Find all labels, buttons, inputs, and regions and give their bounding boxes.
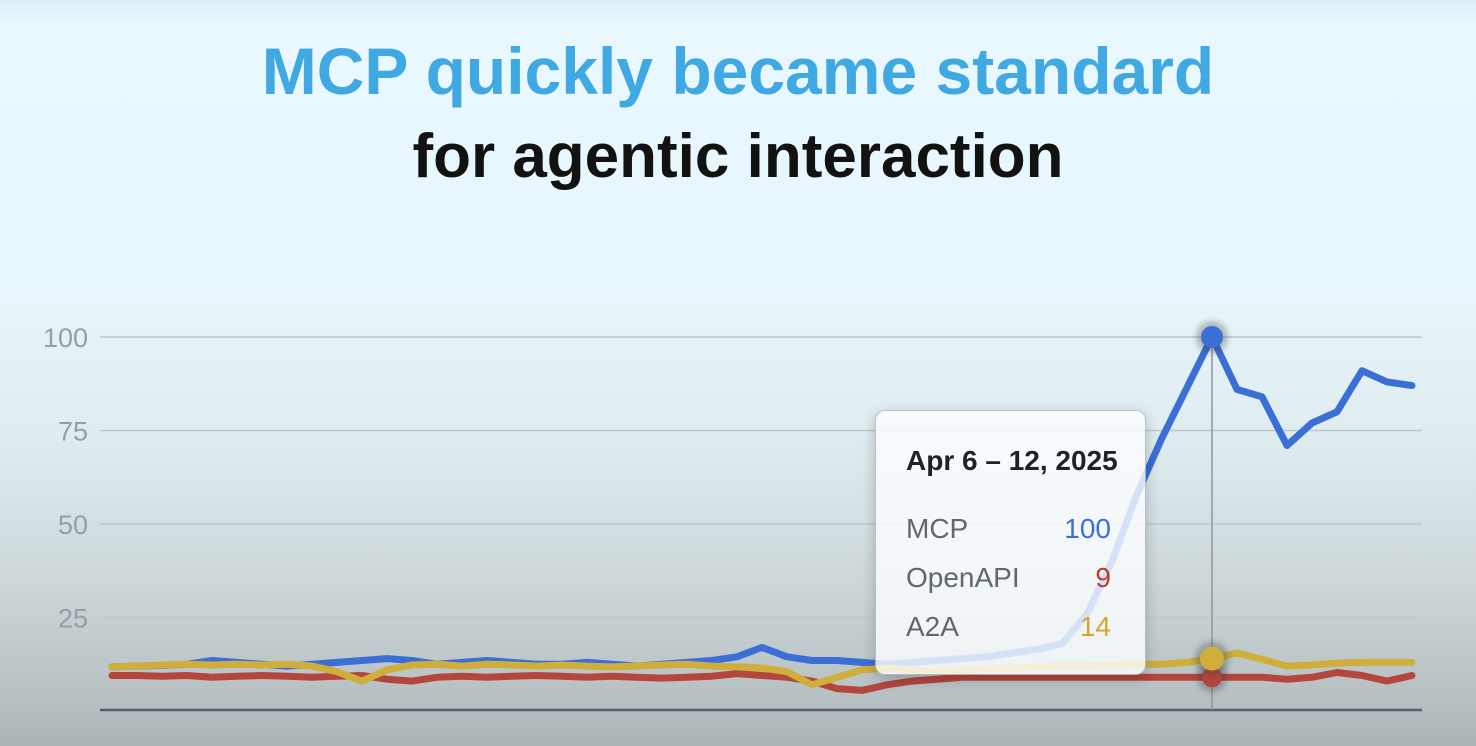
mcp-line[interactable] [108, 333, 1416, 671]
mcp-marker-dot[interactable] [1201, 326, 1223, 348]
slide-title: MCP quickly became standard for agentic … [0, 38, 1476, 188]
tooltip-value-a2a: 14 [1079, 611, 1111, 642]
y-axis-label-100: 100 [43, 323, 88, 353]
tooltip-row-openapi: OpenAPI 9 [906, 562, 1111, 593]
series-lines[interactable] [108, 333, 1416, 694]
y-axis-label-75: 75 [58, 417, 88, 447]
tooltip-row-mcp: MCP 100 [906, 513, 1111, 544]
y-axis-labels: 100 75 50 25 [43, 323, 88, 634]
tooltip-label-mcp: MCP [906, 513, 969, 544]
tooltip-row-a2a: A2A 14 [906, 611, 1111, 642]
trends-tooltip: Apr 6 – 12, 2025 MCP 100 OpenAPI 9 A2A 1… [875, 410, 1146, 675]
tooltip-date: Apr 6 – 12, 2025 [906, 445, 1118, 476]
openapi-line[interactable] [108, 669, 1416, 694]
y-axis-label-50: 50 [58, 510, 88, 540]
tooltip-value-openapi: 9 [1095, 562, 1111, 593]
tooltip-value-mcp: 100 [1064, 513, 1111, 544]
gridlines [100, 336, 1422, 619]
tooltip-label-openapi: OpenAPI [906, 562, 1020, 593]
a2a-marker-dot[interactable] [1200, 646, 1224, 671]
tooltip-label-a2a: A2A [906, 611, 959, 642]
title-line-1: MCP quickly became standard [261, 34, 1215, 108]
y-axis-label-25: 25 [58, 604, 88, 634]
title-line-2: for agentic interaction [412, 122, 1064, 191]
highlight-markers[interactable] [1195, 321, 1229, 693]
